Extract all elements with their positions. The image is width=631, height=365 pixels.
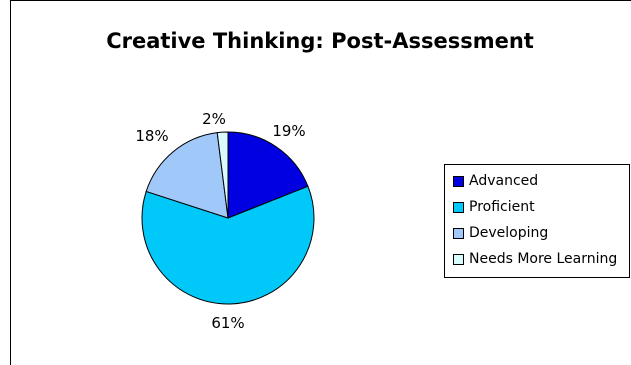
pie-slice-developing — [145, 132, 229, 219]
chart-title: Creative Thinking: Post-Assessment — [106, 29, 534, 53]
slice-label-developing: 18% — [135, 127, 168, 145]
legend-item-proficient: Proficient — [453, 197, 535, 217]
legend-item-needs-more-learning: Needs More Learning — [453, 249, 617, 269]
slice-label-needs-more-learning: 2% — [202, 110, 226, 128]
legend-swatch-advanced — [453, 175, 464, 187]
pie-slice-proficient — [141, 185, 315, 305]
legend-label-developing: Developing — [469, 225, 549, 241]
slice-label-advanced: 19% — [272, 122, 305, 140]
chart-frame — [10, 0, 631, 365]
legend-item-developing: Developing — [453, 223, 548, 243]
legend-label-advanced: Advanced — [469, 173, 539, 189]
legend-item-advanced: Advanced — [453, 171, 538, 191]
legend-label-needs-more-learning: Needs More Learning — [469, 251, 618, 267]
legend: Advanced Proficient Developing Needs Mor… — [444, 164, 630, 278]
legend-swatch-needs-more-learning — [453, 253, 464, 265]
slice-label-proficient: 61% — [211, 314, 244, 332]
legend-swatch-proficient — [453, 201, 464, 213]
legend-label-proficient: Proficient — [469, 199, 535, 215]
pie-slice-needs-more-learning — [216, 131, 229, 219]
legend-swatch-developing — [453, 227, 464, 239]
pie-slice-advanced — [227, 131, 309, 219]
